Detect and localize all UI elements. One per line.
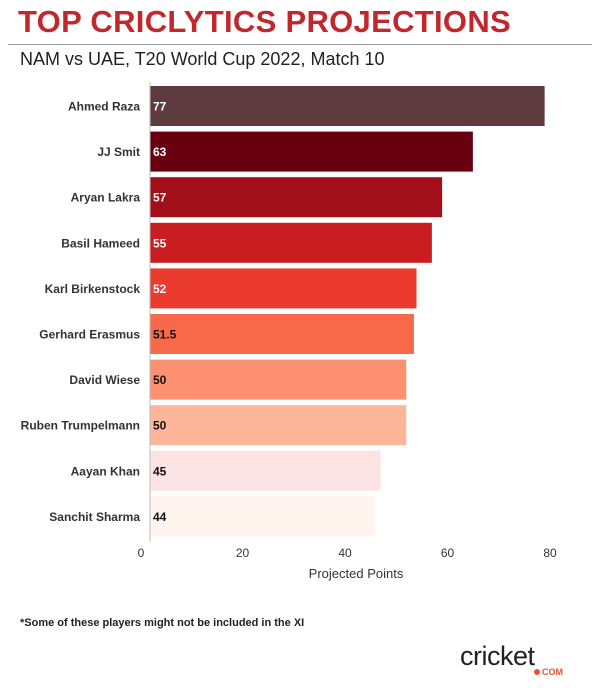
x-tick-label: 40 xyxy=(338,546,352,560)
category-label: Ruben Trumpelmann xyxy=(21,419,140,433)
bar xyxy=(150,177,443,218)
data-label: 52 xyxy=(153,282,167,296)
logo-suffix: COM xyxy=(542,667,563,677)
data-label: 55 xyxy=(153,236,167,250)
x-tick-label: 60 xyxy=(441,546,455,560)
category-label: Aryan Lakra xyxy=(71,191,141,205)
bar xyxy=(150,450,381,491)
category-label: Basil Hameed xyxy=(61,236,140,250)
bar xyxy=(150,359,407,400)
title-divider xyxy=(8,44,592,45)
category-label: Sanchit Sharma xyxy=(49,510,140,524)
bar xyxy=(150,131,473,172)
category-label: David Wiese xyxy=(69,373,140,387)
x-tick-label: 0 xyxy=(138,546,145,560)
chart-title: TOP CRICLYTICS PROJECTIONS xyxy=(18,4,511,39)
bar-chart: Ahmed Raza 77 JJ Smit 63 Aryan Lakra 57 Basil … xyxy=(21,82,557,581)
category-label: Aayan Khan xyxy=(71,464,140,478)
x-tick-label: 80 xyxy=(543,546,557,560)
bars-layer: Ahmed Raza 77 JJ Smit 63 Aryan Lakra 57 Basil … xyxy=(21,86,545,537)
bar xyxy=(150,86,545,126)
data-label: 45 xyxy=(153,464,167,478)
data-label: 50 xyxy=(153,419,167,433)
bar xyxy=(150,222,432,263)
data-label: 77 xyxy=(153,100,167,114)
x-tick-label: 20 xyxy=(236,546,250,560)
logo-wordmark: cricket xyxy=(460,641,535,671)
category-label: Karl Birkenstock xyxy=(45,282,141,296)
data-label: 51.5 xyxy=(153,328,177,342)
data-label: 44 xyxy=(153,510,167,524)
category-label: JJ Smit xyxy=(97,145,140,159)
bar xyxy=(150,496,376,537)
bar xyxy=(150,268,417,309)
cricket-com-logo: cricket COM xyxy=(460,641,572,681)
chart-subtitle: NAM vs UAE, T20 World Cup 2022, Match 10 xyxy=(20,49,385,69)
x-axis-label: Projected Points xyxy=(309,566,404,581)
category-label: Gerhard Erasmus xyxy=(39,328,140,342)
bar xyxy=(150,405,407,446)
bar xyxy=(150,314,414,354)
x-axis: 0 20 40 60 80 xyxy=(138,82,557,560)
logo-dot-icon xyxy=(534,669,540,675)
data-label: 57 xyxy=(153,191,167,205)
footnote: *Some of these players might not be incl… xyxy=(20,617,305,629)
data-label: 50 xyxy=(153,373,167,387)
category-label: Ahmed Raza xyxy=(68,100,140,114)
data-label: 63 xyxy=(153,145,167,159)
